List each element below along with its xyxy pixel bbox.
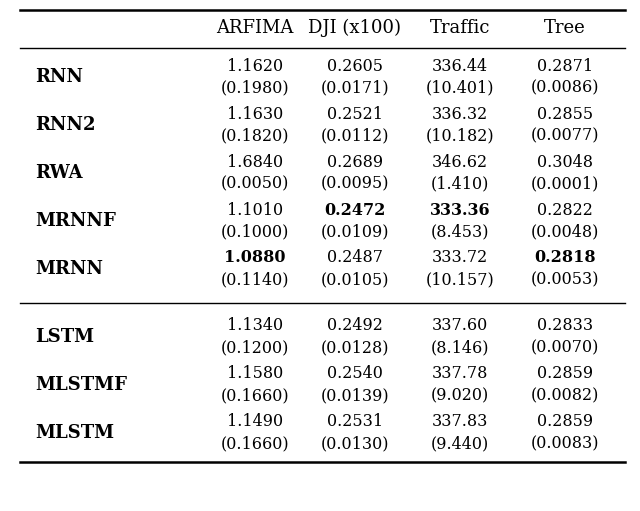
Text: Tree: Tree: [544, 19, 586, 37]
Text: MLSTM: MLSTM: [35, 424, 114, 442]
Text: (0.0095): (0.0095): [321, 175, 389, 193]
Text: MRNN: MRNN: [35, 260, 103, 278]
Text: 0.2605: 0.2605: [327, 58, 383, 75]
Text: 336.44: 336.44: [432, 58, 488, 75]
Text: 0.2855: 0.2855: [537, 105, 593, 123]
Text: (0.1140): (0.1140): [221, 271, 289, 289]
Text: 0.2859: 0.2859: [537, 365, 593, 383]
Text: (0.1660): (0.1660): [221, 387, 289, 405]
Text: (0.1660): (0.1660): [221, 435, 289, 453]
Text: (0.0105): (0.0105): [321, 271, 389, 289]
Text: (0.0083): (0.0083): [531, 435, 599, 453]
Text: 337.83: 337.83: [432, 413, 488, 430]
Text: 0.2822: 0.2822: [537, 201, 593, 219]
Text: (8.146): (8.146): [431, 339, 489, 357]
Text: 0.2689: 0.2689: [327, 153, 383, 171]
Text: 1.6840: 1.6840: [227, 153, 283, 171]
Text: (0.0082): (0.0082): [531, 387, 599, 405]
Text: 0.2859: 0.2859: [537, 413, 593, 430]
Text: (0.0139): (0.0139): [321, 387, 389, 405]
Text: (0.1980): (0.1980): [221, 80, 289, 97]
Text: (0.0086): (0.0086): [531, 80, 599, 97]
Text: 0.2521: 0.2521: [327, 105, 383, 123]
Text: 333.72: 333.72: [432, 249, 488, 267]
Text: 1.1580: 1.1580: [227, 365, 283, 383]
Text: (0.0077): (0.0077): [531, 128, 599, 145]
Text: 0.2531: 0.2531: [327, 413, 383, 430]
Text: (0.1200): (0.1200): [221, 339, 289, 357]
Text: 337.78: 337.78: [432, 365, 488, 383]
Text: RNN: RNN: [35, 68, 83, 86]
Text: 0.2540: 0.2540: [327, 365, 383, 383]
Text: (9.440): (9.440): [431, 435, 489, 453]
Text: 333.36: 333.36: [429, 201, 490, 219]
Text: (10.157): (10.157): [426, 271, 494, 289]
Text: (0.1820): (0.1820): [221, 128, 289, 145]
Text: 336.32: 336.32: [432, 105, 488, 123]
Text: (9.020): (9.020): [431, 387, 489, 405]
Text: (0.0048): (0.0048): [531, 223, 599, 241]
Text: 0.2833: 0.2833: [537, 317, 593, 335]
Text: (1.410): (1.410): [431, 175, 489, 193]
Text: 0.2818: 0.2818: [534, 249, 596, 267]
Text: (10.182): (10.182): [426, 128, 494, 145]
Text: LSTM: LSTM: [35, 328, 94, 346]
Text: (0.0171): (0.0171): [321, 80, 389, 97]
Text: 1.0880: 1.0880: [224, 249, 285, 267]
Text: (0.0130): (0.0130): [321, 435, 389, 453]
Text: 1.1010: 1.1010: [227, 201, 283, 219]
Text: (0.0112): (0.0112): [321, 128, 389, 145]
Text: 0.3048: 0.3048: [537, 153, 593, 171]
Text: (0.1000): (0.1000): [221, 223, 289, 241]
Text: 0.2492: 0.2492: [327, 317, 383, 335]
Text: 1.1490: 1.1490: [227, 413, 283, 430]
Text: ARFIMA: ARFIMA: [216, 19, 294, 37]
Text: 346.62: 346.62: [432, 153, 488, 171]
Text: MRNNF: MRNNF: [35, 212, 116, 230]
Text: Traffic: Traffic: [429, 19, 490, 37]
Text: (0.0128): (0.0128): [321, 339, 389, 357]
Text: (0.0070): (0.0070): [531, 339, 599, 357]
Text: (0.0001): (0.0001): [531, 175, 599, 193]
Text: 0.2487: 0.2487: [327, 249, 383, 267]
Text: (0.0109): (0.0109): [321, 223, 389, 241]
Text: (8.453): (8.453): [431, 223, 489, 241]
Text: RWA: RWA: [35, 164, 83, 182]
Text: 1.1630: 1.1630: [227, 105, 283, 123]
Text: DJI (x100): DJI (x100): [308, 19, 401, 37]
Text: 0.2472: 0.2472: [324, 201, 386, 219]
Text: 1.1340: 1.1340: [227, 317, 283, 335]
Text: RNN2: RNN2: [35, 116, 95, 134]
Text: (10.401): (10.401): [426, 80, 494, 97]
Text: 337.60: 337.60: [432, 317, 488, 335]
Text: 0.2871: 0.2871: [537, 58, 593, 75]
Text: MLSTMF: MLSTMF: [35, 376, 127, 394]
Text: (0.0053): (0.0053): [531, 271, 599, 289]
Text: (0.0050): (0.0050): [221, 175, 289, 193]
Text: 1.1620: 1.1620: [227, 58, 283, 75]
